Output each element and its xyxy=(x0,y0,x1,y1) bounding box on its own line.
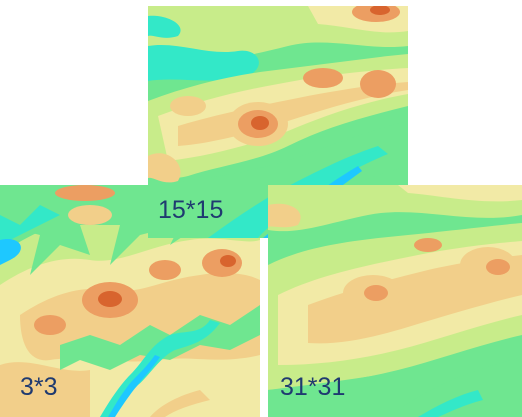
panel-label-15x15: 15*15 xyxy=(158,196,224,224)
panel-label-31x31: 31*31 xyxy=(280,373,346,401)
terrain-map-31x31 xyxy=(268,185,522,417)
map-panel-31x31: 31*31 xyxy=(268,185,522,417)
panel-label-3x3: 3*3 xyxy=(20,373,58,401)
